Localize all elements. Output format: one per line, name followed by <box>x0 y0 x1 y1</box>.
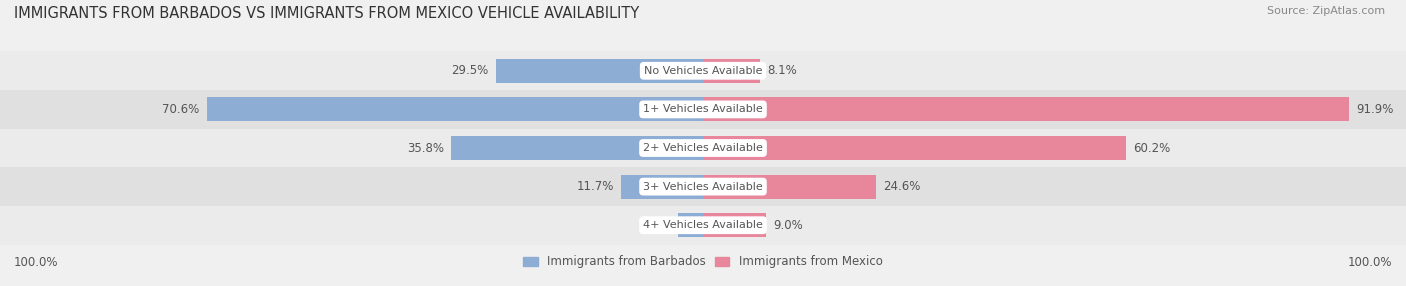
Text: 1+ Vehicles Available: 1+ Vehicles Available <box>643 104 763 114</box>
Bar <box>703 98 1350 121</box>
Bar <box>207 98 703 121</box>
Text: 3+ Vehicles Available: 3+ Vehicles Available <box>643 182 763 192</box>
Bar <box>703 136 1126 160</box>
Text: 9.0%: 9.0% <box>773 219 803 232</box>
Text: 100.0%: 100.0% <box>1347 256 1392 269</box>
Bar <box>678 213 703 237</box>
Text: 4+ Vehicles Available: 4+ Vehicles Available <box>643 220 763 230</box>
Text: 70.6%: 70.6% <box>163 103 200 116</box>
Bar <box>0 90 1406 129</box>
Text: 24.6%: 24.6% <box>883 180 921 193</box>
Bar <box>703 175 876 198</box>
Legend: Immigrants from Barbados, Immigrants from Mexico: Immigrants from Barbados, Immigrants fro… <box>519 251 887 273</box>
Text: 91.9%: 91.9% <box>1355 103 1393 116</box>
Bar <box>621 175 703 198</box>
Text: 8.1%: 8.1% <box>768 64 797 77</box>
Bar <box>703 213 766 237</box>
Text: 60.2%: 60.2% <box>1133 142 1170 154</box>
Text: 29.5%: 29.5% <box>451 64 489 77</box>
Bar <box>0 206 1406 245</box>
Text: 2+ Vehicles Available: 2+ Vehicles Available <box>643 143 763 153</box>
Bar <box>0 129 1406 167</box>
Bar <box>0 167 1406 206</box>
Bar <box>703 59 759 83</box>
Text: 35.8%: 35.8% <box>408 142 444 154</box>
Text: 11.7%: 11.7% <box>576 180 614 193</box>
Bar <box>496 59 703 83</box>
Text: 100.0%: 100.0% <box>14 256 59 269</box>
Text: Source: ZipAtlas.com: Source: ZipAtlas.com <box>1267 6 1385 16</box>
Bar <box>0 51 1406 90</box>
Text: No Vehicles Available: No Vehicles Available <box>644 66 762 76</box>
Text: IMMIGRANTS FROM BARBADOS VS IMMIGRANTS FROM MEXICO VEHICLE AVAILABILITY: IMMIGRANTS FROM BARBADOS VS IMMIGRANTS F… <box>14 6 640 21</box>
Bar <box>451 136 703 160</box>
Text: 3.6%: 3.6% <box>641 219 671 232</box>
